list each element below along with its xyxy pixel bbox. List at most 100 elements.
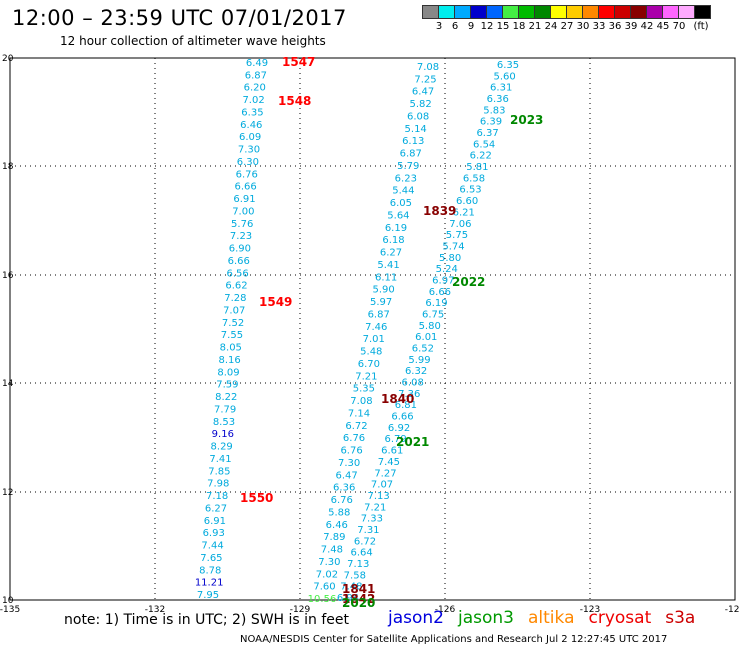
pass-time-label: 2021	[396, 435, 429, 449]
wave-height-value: 7.52	[222, 318, 244, 329]
wave-height-value: 6.46	[240, 120, 262, 131]
wave-height-value: 7.60	[313, 582, 335, 593]
legend-label: 9	[467, 21, 475, 32]
source-jason3: jason3	[458, 608, 514, 628]
wave-height-value: 7.79	[214, 404, 236, 415]
wave-height-value: 7.30	[338, 458, 360, 469]
legend-label: 36	[608, 21, 622, 32]
y-tick-label: 10	[2, 596, 14, 606]
wave-height-value: 7.02	[316, 569, 338, 580]
source-jason2: jason2	[388, 608, 444, 628]
wave-height-value: 5.99	[408, 355, 430, 366]
wave-height-value: 6.22	[470, 151, 492, 162]
footer-credit: NOAA/NESDIS Center for Satellite Applica…	[240, 634, 668, 645]
map-frame	[9, 57, 736, 601]
wave-height-value: 6.61	[381, 446, 403, 457]
wave-height-value: 7.45	[378, 457, 400, 468]
wave-height-value: 6.90	[229, 244, 251, 255]
wave-height-value: 6.47	[412, 87, 434, 98]
wave-height-value: 7.85	[208, 466, 230, 477]
wave-height-value: 7.06	[449, 219, 471, 230]
legend-label: 45	[656, 21, 670, 32]
wave-height-value: 7.59	[216, 380, 238, 391]
x-tick-label: -120	[725, 605, 740, 615]
legend-label: 18	[512, 21, 526, 32]
wave-height-value: 6.94	[337, 593, 359, 604]
wave-height-value: 6.66	[228, 256, 250, 267]
wave-height-value: 7.46	[365, 322, 387, 333]
track-t2022: 6.355.606.316.365.836.396.376.546.225.81…	[337, 60, 519, 604]
pass-time-label: 1841	[342, 582, 375, 596]
wave-height-value: 6.76	[340, 446, 362, 457]
wave-height-value: 5.76	[231, 219, 253, 230]
pass-time-label: 1549	[259, 295, 292, 309]
pass-time-label: 1550	[240, 491, 273, 505]
wave-height-value: 7.13	[347, 559, 369, 570]
pass-time-label: 2022	[452, 275, 485, 289]
wave-height-value: 6.72	[354, 536, 376, 547]
wave-height-value: 6.37	[476, 128, 498, 139]
legend-unit: (ft)	[693, 21, 709, 32]
y-tick-label: 20	[2, 54, 14, 64]
wave-height-value: 7.48	[321, 545, 343, 556]
wave-height-value: 5.80	[419, 321, 441, 332]
wave-height-value: 6.70	[358, 359, 380, 370]
wave-height-value: 7.41	[209, 454, 231, 465]
wave-height-value: 6.54	[473, 139, 495, 150]
wave-height-value: 5.24	[436, 264, 458, 275]
wave-height-value: 7.55	[221, 330, 243, 341]
wave-height-value: 6.81	[395, 400, 417, 411]
wave-height-value: 6.66	[429, 287, 451, 298]
legend-label: 27	[560, 21, 574, 32]
wave-height-value: 7.13	[368, 491, 390, 502]
y-tick-label: 16	[2, 271, 14, 281]
wave-height-value: 7.00	[232, 206, 254, 217]
wave-height-value: 6.52	[412, 344, 434, 355]
wave-height-value: 5.97	[370, 297, 392, 308]
y-tick-label: 12	[2, 488, 13, 498]
legend-label: 24	[544, 21, 558, 32]
legend-label: 3	[435, 21, 443, 32]
wave-height-value: 5.81	[466, 162, 488, 173]
wave-height-value: 8.78	[199, 565, 221, 576]
wave-height-value: 8.29	[211, 442, 233, 453]
legend-label: 12	[480, 21, 494, 32]
pass-time-label: 1547	[282, 55, 315, 69]
color-legend: 3 6 9 12 15 18 21 24 27 30 33 36 39 42 45 70 (ft)	[422, 5, 711, 33]
wave-height-value: 6.97	[432, 275, 454, 286]
wave-height-value: 7.36	[398, 389, 420, 400]
wave-height-value: 6.72	[345, 421, 367, 432]
wave-height-value: 6.08	[402, 378, 424, 389]
wave-height-value: 6.36	[487, 94, 509, 105]
wave-height-value: 6.27	[380, 248, 402, 259]
legend-labels: 3 6 9 12 15 18 21 24 27 30 33 36 39 42 45 70 (ft)	[422, 19, 710, 33]
wave-height-value: 7.28	[224, 293, 246, 304]
note-text: note: 1) Time is in UTC; 2) SWH is in fe…	[64, 612, 350, 628]
wave-height-value: 7.33	[361, 514, 383, 525]
pass-time-label: 1839	[423, 204, 456, 218]
legend-label: 21	[528, 21, 542, 32]
wave-height-value: 7.07	[371, 480, 393, 491]
y-tick-label: 14	[2, 379, 14, 389]
source-cryosat: cryosat	[588, 608, 652, 628]
wave-height-value: 7.48	[340, 582, 362, 593]
wave-height-value: 5.75	[446, 230, 468, 241]
wave-height-value: 7.89	[323, 532, 345, 543]
track-t1839: 7.087.256.475.826.085.146.136.875.796.23…	[308, 62, 439, 605]
wave-height-value: 5.83	[483, 105, 505, 116]
pass-time-label: 2020	[342, 596, 375, 610]
legend-label: 33	[592, 21, 606, 32]
wave-height-value: 6.20	[244, 83, 266, 94]
wave-height-value: 6.35	[241, 107, 263, 118]
wave-height-value: 6.75	[422, 309, 444, 320]
wave-height-value: 7.21	[355, 371, 377, 382]
wave-height-value: 7.95	[197, 590, 219, 601]
wave-height-value: 5.80	[439, 253, 461, 264]
legend-label: 6	[451, 21, 459, 32]
wave-height-value: 7.08	[417, 62, 439, 73]
pass-time-label: 1840	[381, 392, 414, 406]
wave-height-value: 6.47	[336, 470, 358, 481]
wave-height-value: 6.87	[368, 309, 390, 320]
wave-height-value: 7.07	[223, 305, 245, 316]
wave-height-value: 5.64	[387, 210, 409, 221]
